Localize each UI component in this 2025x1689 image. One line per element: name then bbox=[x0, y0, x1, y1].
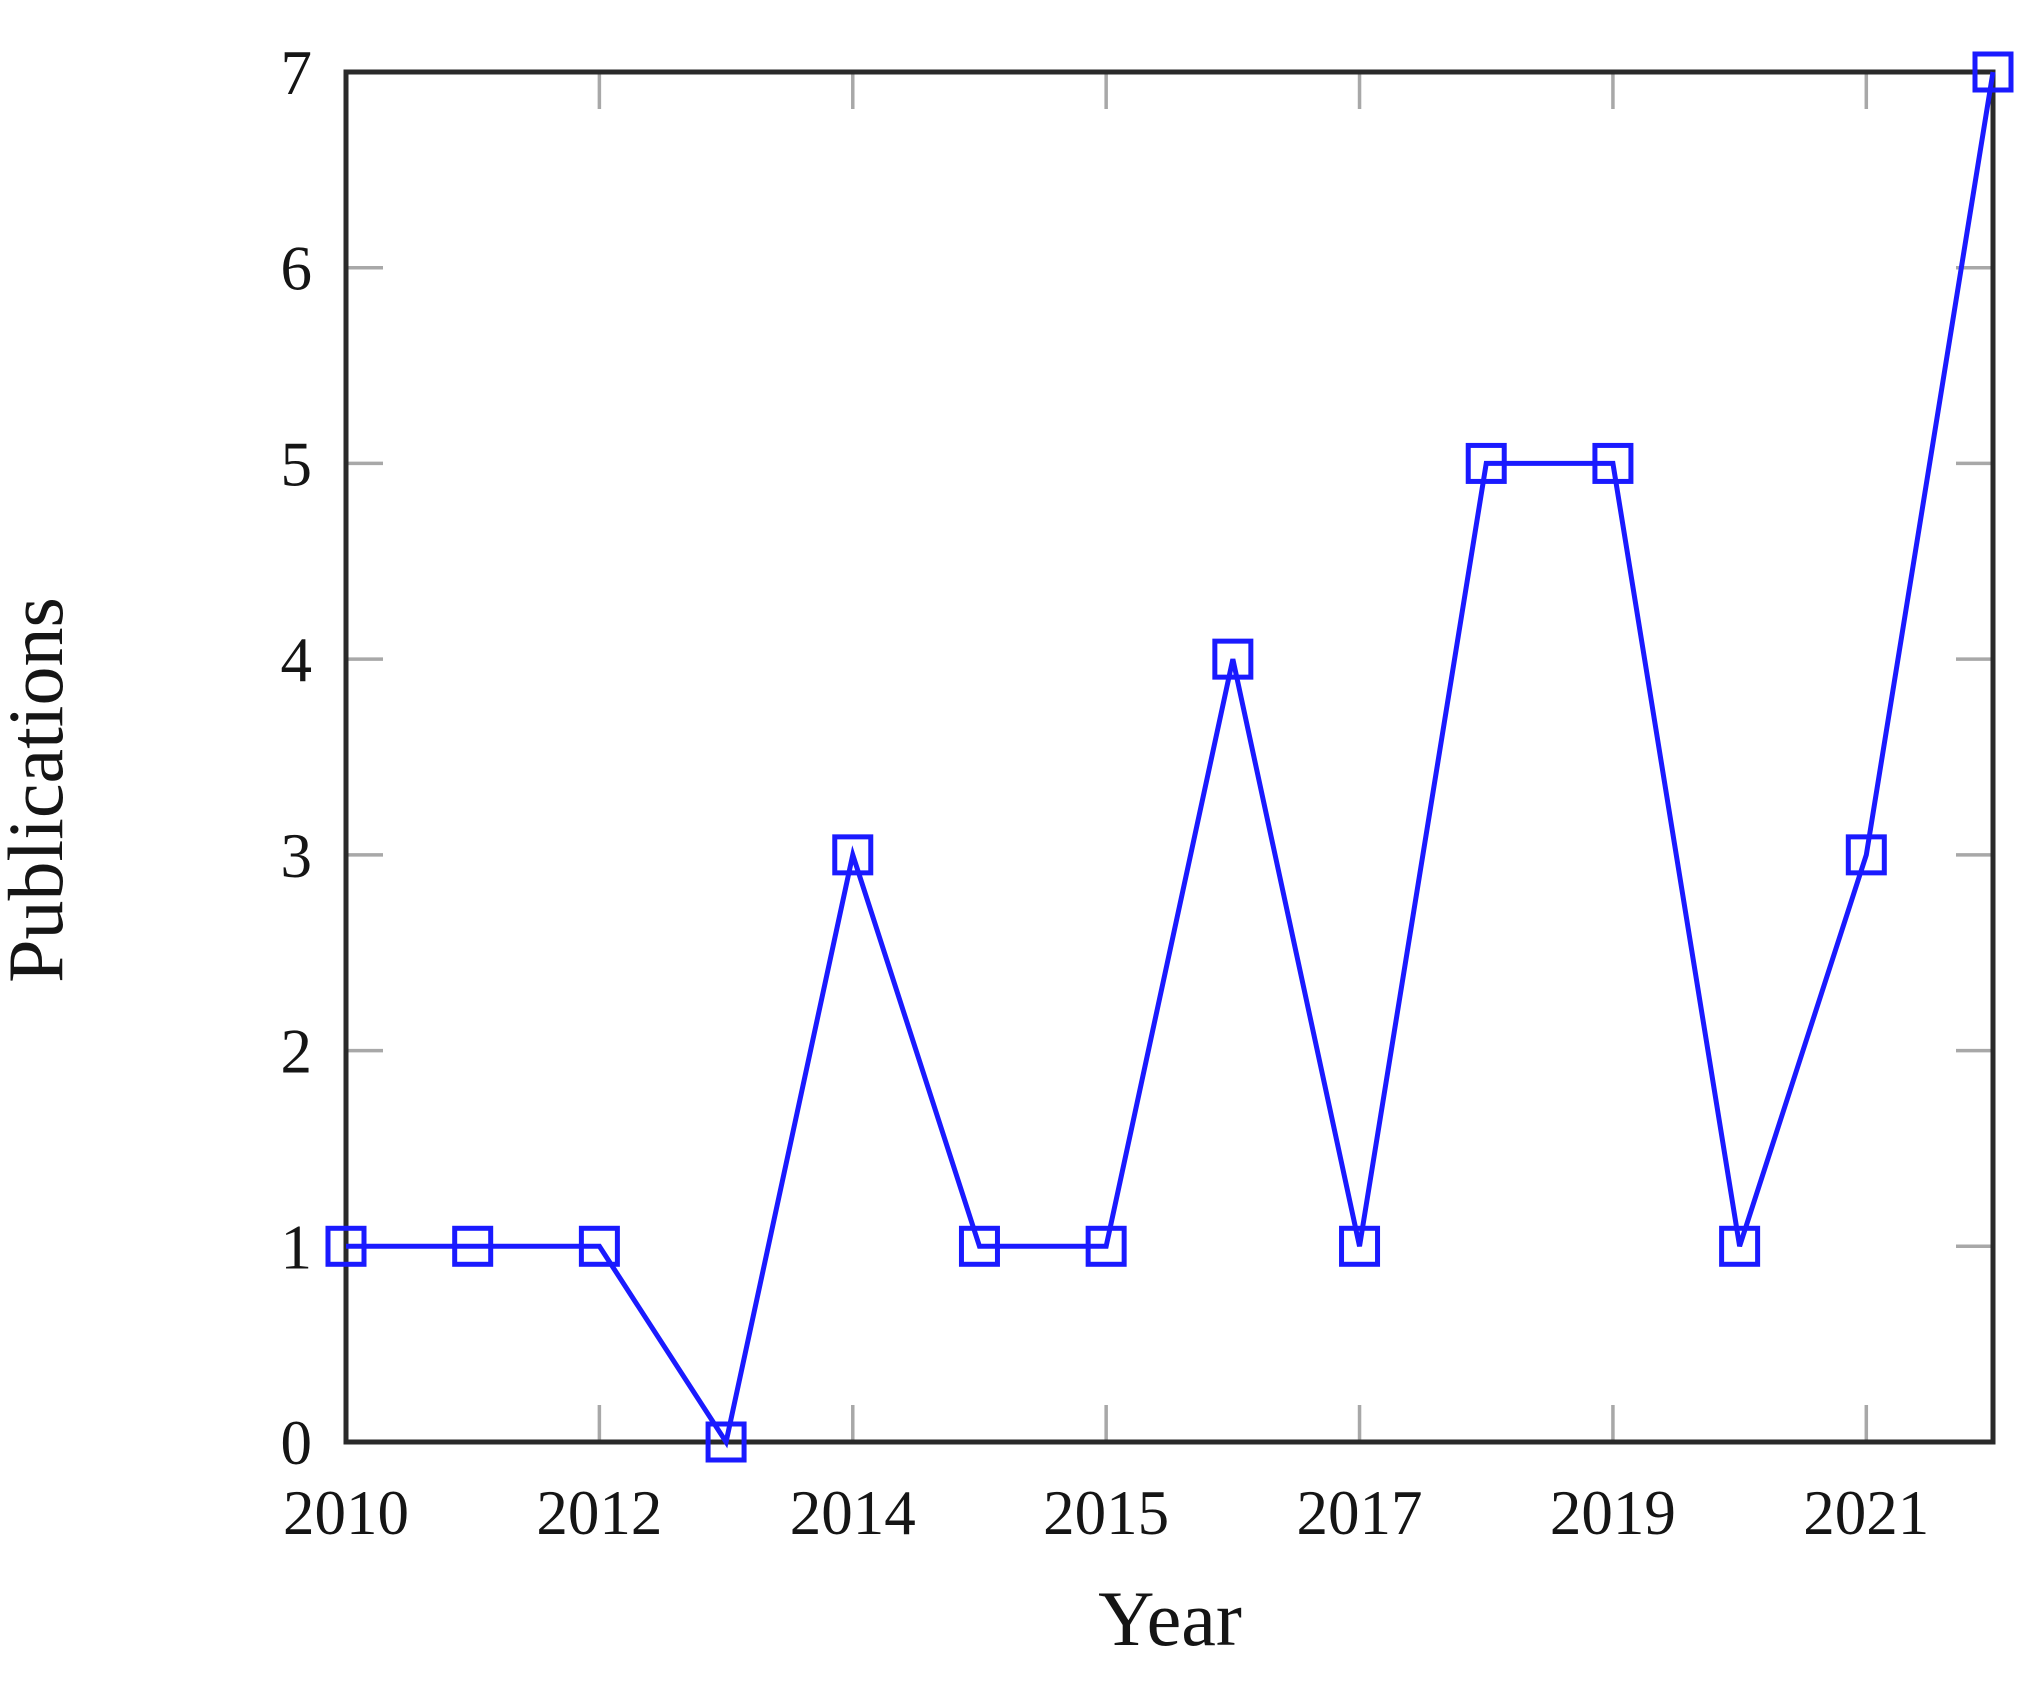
data-point-marker bbox=[1339, 1225, 1381, 1267]
y-tick-label: 5 bbox=[281, 429, 313, 499]
y-axis-title: Publications bbox=[0, 597, 79, 983]
plot-border bbox=[343, 69, 1996, 1445]
plot-series-layer bbox=[325, 51, 2014, 1463]
y-tick-label: 6 bbox=[281, 234, 313, 304]
data-point-marker bbox=[325, 1225, 367, 1267]
data-point-marker bbox=[578, 1225, 620, 1267]
tick-marks-layer bbox=[346, 72, 1993, 1442]
data-point-marker bbox=[958, 1225, 1000, 1267]
x-tick-label: 2014 bbox=[790, 1478, 916, 1548]
x-tick-label: 2010 bbox=[283, 1478, 409, 1548]
x-tick-label: 2017 bbox=[1297, 1478, 1423, 1548]
y-tick-label: 2 bbox=[281, 1017, 313, 1087]
x-tick-label: 2019 bbox=[1550, 1478, 1676, 1548]
data-point-marker bbox=[1085, 1225, 1127, 1267]
x-axis-title: Year bbox=[1098, 1575, 1242, 1662]
x-tick-label: 2021 bbox=[1803, 1478, 1929, 1548]
x-tick-label: 2015 bbox=[1043, 1478, 1169, 1548]
data-point-marker bbox=[1212, 638, 1254, 680]
data-point-marker bbox=[452, 1225, 494, 1267]
data-point-marker bbox=[1845, 834, 1887, 876]
y-tick-label: 3 bbox=[281, 821, 313, 891]
y-tick-label: 0 bbox=[281, 1408, 313, 1478]
data-point-marker bbox=[1592, 442, 1634, 484]
y-tick-label: 7 bbox=[281, 38, 313, 108]
data-point-marker bbox=[1972, 51, 2014, 93]
x-tick-label: 2012 bbox=[536, 1478, 662, 1548]
data-point-marker bbox=[1719, 1225, 1761, 1267]
y-tick-label: 1 bbox=[281, 1212, 313, 1282]
data-point-marker bbox=[832, 834, 874, 876]
data-point-marker bbox=[1465, 442, 1507, 484]
tick-labels-layer: 2010 2012 2014 2015 2017 2019 2021 0 1 2 3 4 5 6 7 bbox=[281, 38, 1930, 1548]
y-tick-label: 4 bbox=[281, 625, 313, 695]
data-point-marker bbox=[705, 1421, 747, 1463]
publications-line bbox=[346, 71, 1996, 1449]
